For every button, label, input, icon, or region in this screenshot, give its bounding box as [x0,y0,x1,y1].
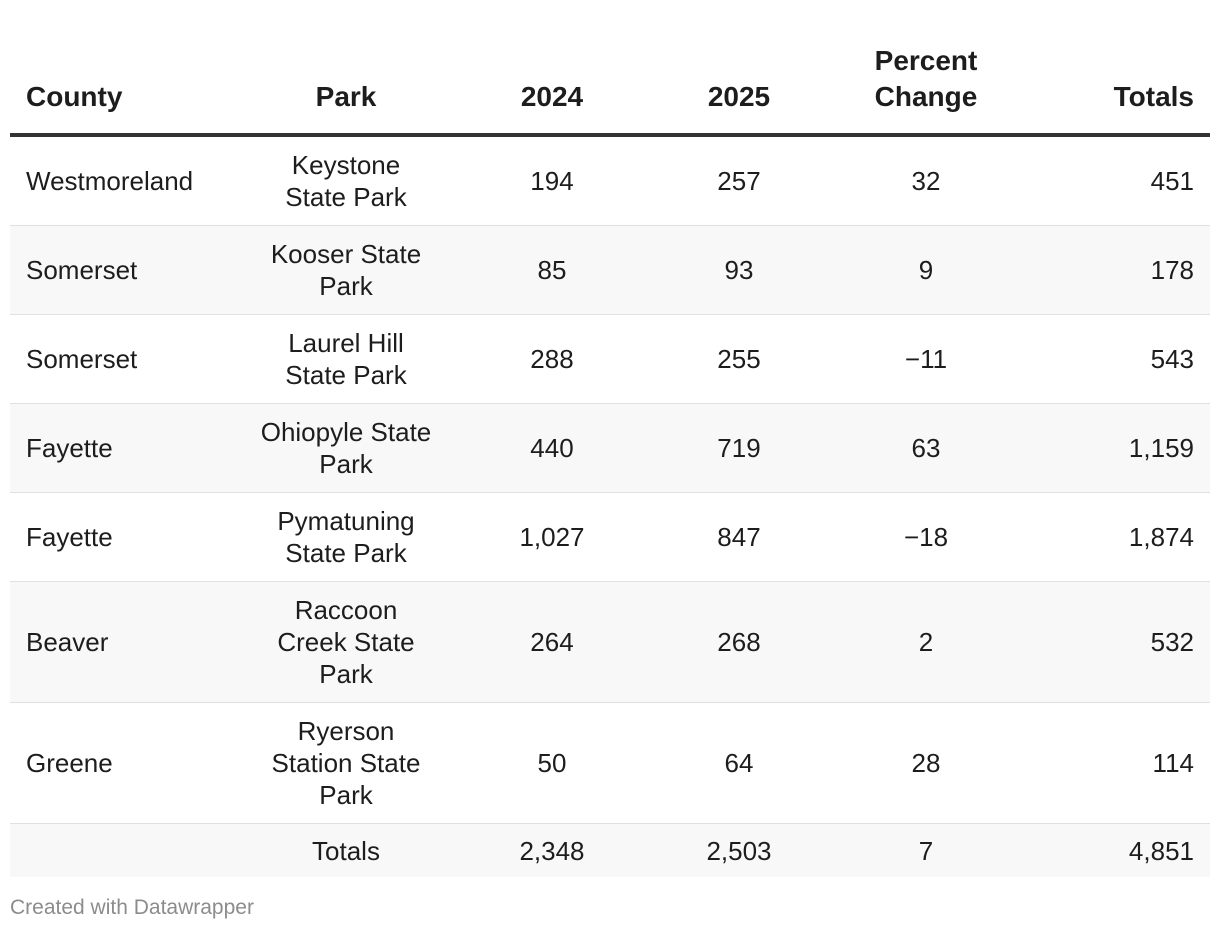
datawrapper-credit[interactable]: Created with Datawrapper [10,896,254,919]
cell-park: Ohiopyle State Park [250,403,442,493]
cell-percent-change: 2 [816,581,1036,703]
column-header-2024[interactable]: 2024 [442,0,662,137]
totals-row: Totals 2,348 2,503 7 4,851 [10,823,1210,877]
cell-2024: 288 [442,314,662,404]
table-row: Westmoreland Keystone State Park 194 257… [10,135,1210,226]
cell-2024: 50 [442,702,662,824]
cell-2024: 1,027 [442,492,662,582]
cell-county: Westmoreland [10,135,250,226]
column-header-county[interactable]: County [10,0,250,137]
table-totals: Totals 2,348 2,503 7 4,851 [10,823,1210,877]
parks-table: County Park 2024 2025 Percent Change Tot… [10,0,1210,877]
cell-percent-change: −11 [816,314,1036,404]
table-row: Fayette Pymatuning State Park 1,027 847 … [10,492,1210,582]
cell-total: 543 [1036,314,1210,404]
cell-percent-change: −18 [816,492,1036,582]
totals-county-empty [10,823,250,877]
table-row: Somerset Kooser State Park 85 93 9 178 [10,225,1210,315]
cell-county: Beaver [10,581,250,703]
totals-percent-change: 7 [816,823,1036,877]
cell-county: Somerset [10,314,250,404]
cell-county: Fayette [10,403,250,493]
totals-2024: 2,348 [442,823,662,877]
cell-park: Kooser State Park [250,225,442,315]
cell-park: Laurel Hill State Park [250,314,442,404]
cell-2024: 440 [442,403,662,493]
table-row: Beaver Raccoon Creek State Park 264 268 … [10,581,1210,703]
cell-park: Raccoon Creek State Park [250,581,442,703]
cell-2025: 255 [662,314,816,404]
table-row: Somerset Laurel Hill State Park 288 255 … [10,314,1210,404]
totals-label: Totals [250,823,442,877]
cell-park: Keystone State Park [250,135,442,226]
cell-2025: 719 [662,403,816,493]
cell-park: Pymatuning State Park [250,492,442,582]
cell-2025: 847 [662,492,816,582]
cell-2025: 268 [662,581,816,703]
cell-percent-change: 32 [816,135,1036,226]
cell-total: 114 [1036,702,1210,824]
table-row: Fayette Ohiopyle State Park 440 719 63 1… [10,403,1210,493]
header-row: County Park 2024 2025 Percent Change Tot… [10,0,1210,137]
cell-total: 1,874 [1036,492,1210,582]
totals-2025: 2,503 [662,823,816,877]
table-row: Greene Ryerson Station State Park 50 64 … [10,702,1210,824]
table-body: Westmoreland Keystone State Park 194 257… [10,135,1210,824]
cell-2025: 257 [662,135,816,226]
column-header-totals[interactable]: Totals [1036,0,1210,137]
cell-total: 1,159 [1036,403,1210,493]
cell-2025: 93 [662,225,816,315]
totals-total: 4,851 [1036,823,1210,877]
cell-county: Fayette [10,492,250,582]
cell-county: Somerset [10,225,250,315]
table-container: County Park 2024 2025 Percent Change Tot… [10,0,1210,877]
cell-2024: 85 [442,225,662,315]
column-header-percent-change[interactable]: Percent Change [816,0,1036,137]
cell-2025: 64 [662,702,816,824]
cell-county: Greene [10,702,250,824]
column-header-park[interactable]: Park [250,0,442,137]
table-header: County Park 2024 2025 Percent Change Tot… [10,0,1210,137]
cell-park: Ryerson Station State Park [250,702,442,824]
cell-2024: 264 [442,581,662,703]
cell-2024: 194 [442,135,662,226]
cell-total: 451 [1036,135,1210,226]
cell-percent-change: 28 [816,702,1036,824]
cell-total: 178 [1036,225,1210,315]
cell-total: 532 [1036,581,1210,703]
column-header-2025[interactable]: 2025 [662,0,816,137]
cell-percent-change: 63 [816,403,1036,493]
cell-percent-change: 9 [816,225,1036,315]
